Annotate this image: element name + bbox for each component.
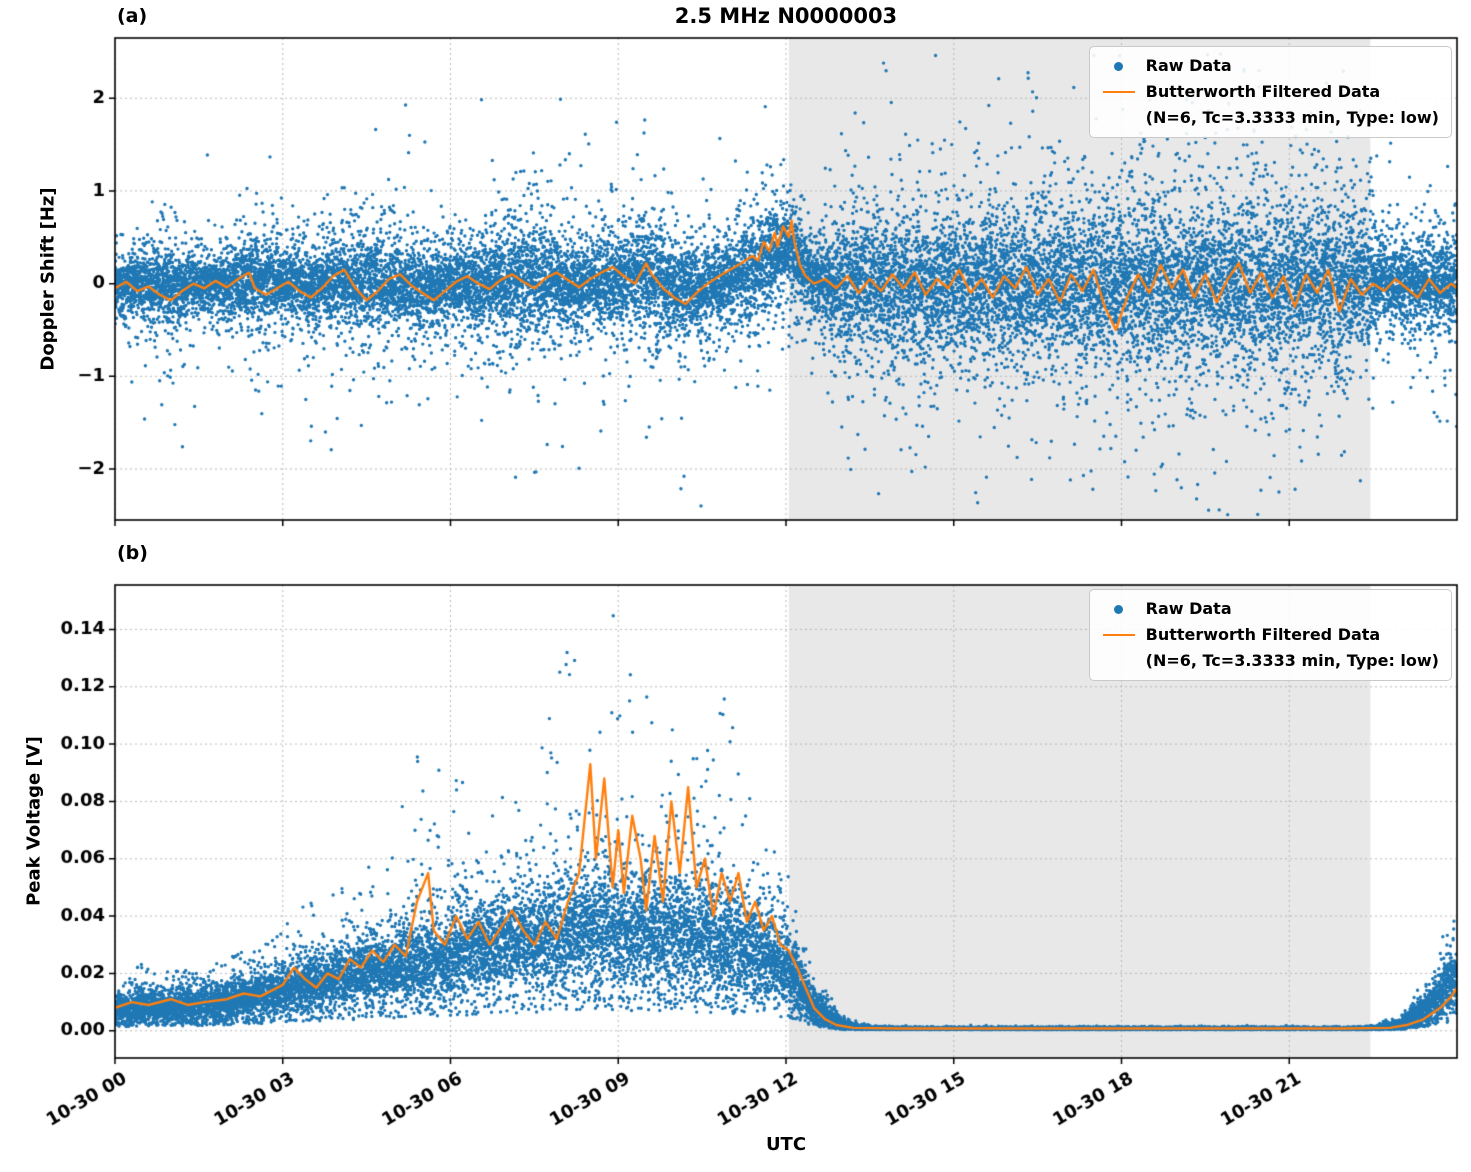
legend-filtered-params: (N=6, Tc=3.3333 min, Type: low) (1145, 651, 1439, 670)
y-axis-label-b: Peak Voltage [V] (23, 736, 45, 906)
legend-filtered-params-row: (N=6, Tc=3.3333 min, Type: low) (1102, 649, 1439, 673)
legend-filtered-params: (N=6, Tc=3.3333 min, Type: low) (1145, 108, 1439, 127)
raw-marker-swatch (1114, 61, 1124, 71)
legend-panel-a: Raw Data Butterworth Filtered Data (N=6,… (1088, 46, 1452, 138)
legend-raw-row: Raw Data (1102, 597, 1439, 621)
filtered-line-swatch-wrap (1102, 634, 1136, 636)
filtered-line-swatch-wrap (1102, 91, 1136, 93)
y-axis-label-a: Doppler Shift [Hz] (37, 187, 59, 371)
legend-raw-label: Raw Data (1145, 599, 1232, 618)
legend-panel-b: Raw Data Butterworth Filtered Data (N=6,… (1088, 589, 1452, 681)
legend-filtered-params-row: (N=6, Tc=3.3333 min, Type: low) (1102, 106, 1439, 130)
panel-b-label: (b) (117, 542, 148, 564)
panel-a-label: (a) (117, 5, 148, 27)
legend-filtered-row: Butterworth Filtered Data (1102, 80, 1439, 104)
figure-title: 2.5 MHz N0000003 (674, 4, 898, 28)
raw-marker-swatch (1114, 604, 1124, 614)
filtered-line-swatch (1102, 91, 1135, 93)
raw-marker-swatch-wrap (1102, 604, 1136, 614)
x-axis-label: UTC (765, 1134, 807, 1155)
raw-marker-swatch-wrap (1102, 61, 1136, 71)
legend-filtered-label: Butterworth Filtered Data (1145, 82, 1381, 101)
legend-raw-row: Raw Data (1102, 54, 1439, 78)
legend-filtered-label: Butterworth Filtered Data (1145, 625, 1381, 644)
legend-raw-label: Raw Data (1145, 56, 1232, 75)
legend-filtered-row: Butterworth Filtered Data (1102, 623, 1439, 647)
filtered-line-swatch (1102, 634, 1135, 636)
